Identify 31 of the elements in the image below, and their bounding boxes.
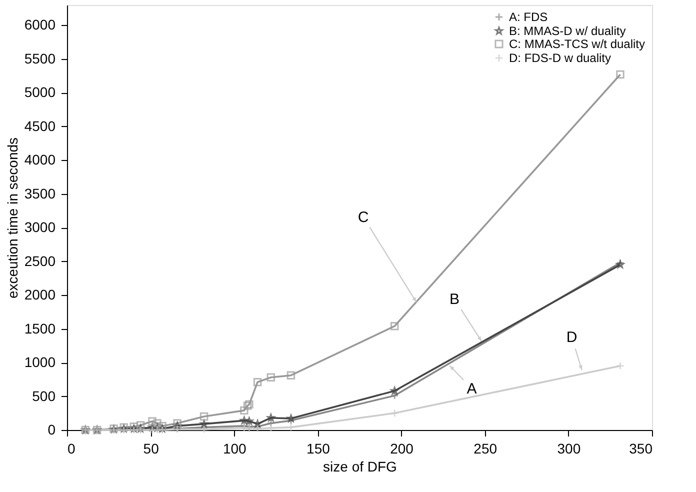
- x-tick-label: 100: [222, 440, 247, 456]
- y-tick-label: 2000: [24, 286, 56, 303]
- annotation: B: [450, 291, 460, 308]
- x-tick-label: 0: [68, 440, 76, 456]
- y-tick-label: 0: [48, 422, 56, 438]
- x-tick-label: 50: [143, 440, 160, 456]
- y-tick-label: 3500: [24, 185, 56, 202]
- legend-label: C: MMAS-TCS w/t duality: [509, 37, 646, 51]
- x-tick-label: 250: [474, 440, 498, 456]
- x-axis-title: size of DFG: [323, 458, 397, 474]
- legend-label: B: MMAS-D w/ duality: [509, 24, 626, 38]
- legend-label: D: FDS-D w duality: [509, 51, 612, 65]
- annotation: D: [566, 329, 578, 346]
- y-tick-label: 5500: [24, 50, 56, 66]
- y-tick-label: 4000: [24, 152, 56, 168]
- y-tick-label: 4500: [24, 118, 56, 134]
- y-axis-title: exceution time in seconds: [4, 137, 20, 299]
- y-tick-label: 5000: [24, 84, 56, 100]
- y-tick-label: 1000: [24, 354, 56, 370]
- y-tick-label: 6000: [24, 16, 56, 33]
- x-tick-label: 150: [306, 440, 330, 456]
- y-tick-label: 3000: [24, 219, 56, 236]
- x-tick-label: 350: [629, 440, 653, 456]
- annotation: C: [358, 209, 369, 226]
- legend-label: A: FDS: [509, 10, 548, 24]
- x-tick-label: 300: [557, 440, 581, 456]
- y-tick-label: 1500: [24, 320, 56, 336]
- y-tick-label: 500: [32, 388, 56, 404]
- annotation: A: [466, 380, 477, 398]
- y-tick-label: 2500: [24, 252, 56, 269]
- x-tick-label: 200: [390, 440, 414, 456]
